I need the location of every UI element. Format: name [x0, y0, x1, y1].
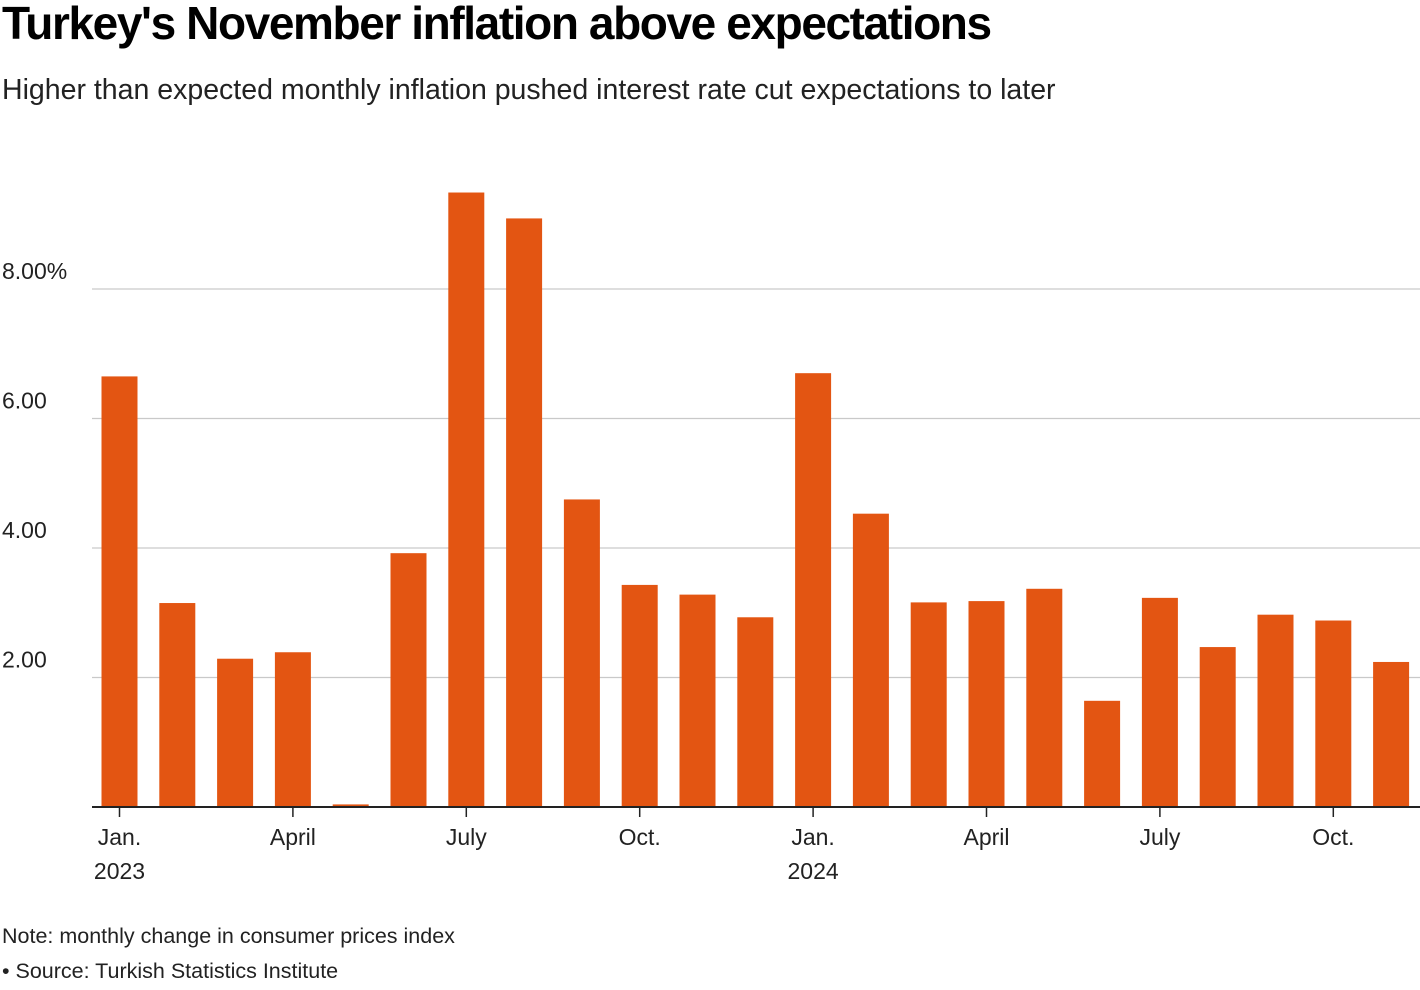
- bar-18: [1084, 700, 1121, 807]
- x-tick-label: Oct.: [619, 824, 661, 850]
- x-tick-year-label: 2024: [788, 858, 839, 884]
- bar-14: [852, 513, 889, 807]
- bar-5: [332, 804, 369, 807]
- bar-8: [506, 218, 543, 808]
- bar-23: [1373, 661, 1410, 807]
- bar-21: [1257, 614, 1294, 807]
- bar-9: [563, 499, 600, 807]
- bar-20: [1199, 647, 1236, 807]
- chart-subtitle: Higher than expected monthly inflation p…: [2, 74, 1056, 106]
- bar-17: [1026, 588, 1063, 807]
- bar-13: [795, 373, 832, 807]
- bar-15: [910, 602, 947, 807]
- x-tick-label: Jan.: [98, 824, 141, 850]
- x-tick-label: July: [446, 824, 487, 850]
- bar-4: [274, 652, 311, 807]
- bar-12: [737, 617, 774, 807]
- chart-note: Note: monthly change in consumer prices …: [2, 924, 455, 948]
- bars: [101, 192, 1410, 808]
- tick-labels: 2.00 4.00 6.00 8.00% Jan. 2023 April July Oct. Ja…: [2, 258, 1354, 884]
- bar-1: [101, 376, 138, 807]
- y-tick-label: 8.00%: [2, 258, 67, 284]
- chart-title: Turkey's November inflation above expect…: [2, 0, 992, 49]
- bar-11: [679, 594, 716, 807]
- y-tick-label: 6.00: [2, 388, 47, 414]
- bar-7: [448, 192, 485, 807]
- x-tick-label: Oct.: [1312, 824, 1354, 850]
- bar-22: [1315, 620, 1352, 807]
- x-tick-label: April: [963, 824, 1009, 850]
- bar-6: [390, 553, 427, 807]
- x-axis: [92, 806, 1420, 817]
- y-tick-label: 4.00: [2, 517, 47, 543]
- x-tick-year-label: 2023: [94, 858, 145, 884]
- bar-16: [968, 601, 1005, 807]
- bar-19: [1141, 597, 1178, 807]
- bar-2: [159, 603, 196, 807]
- x-tick-label: Jan.: [791, 824, 834, 850]
- bar-10: [621, 584, 658, 807]
- chart-source: • Source: Turkish Statistics Institute: [2, 959, 339, 983]
- bar-3: [217, 658, 254, 807]
- y-tick-label: 2.00: [2, 647, 47, 673]
- x-tick-label: April: [270, 824, 316, 850]
- x-tick-label: July: [1139, 824, 1180, 850]
